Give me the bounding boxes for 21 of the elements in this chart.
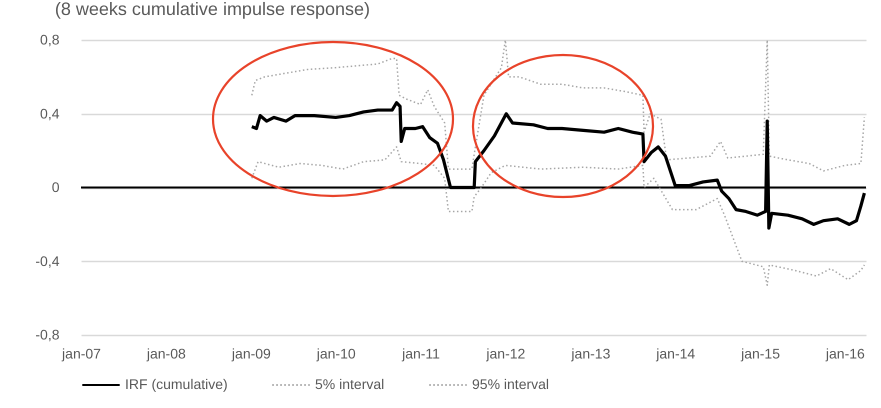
- x-tick-label: jan-12: [485, 346, 526, 362]
- legend-label: 95% interval: [472, 376, 550, 392]
- chart-title: (8 weeks cumulative impulse response): [54, 0, 370, 19]
- y-tick-label: -0,8: [35, 326, 60, 342]
- x-tick-label: jan-14: [655, 346, 696, 362]
- line-series: [251, 39, 866, 172]
- x-tick-label: jan-09: [230, 346, 272, 362]
- y-tick-label: -0,4: [35, 252, 60, 269]
- x-tick-label: jan-11: [401, 346, 440, 362]
- y-tick-label: 0: [52, 179, 60, 195]
- y-tick-label: 0,4: [40, 105, 60, 122]
- x-tick-label: jan-16: [824, 346, 866, 362]
- x-tick-label: jan-07: [61, 346, 102, 362]
- line-series: [251, 146, 866, 286]
- legend-label: IRF (cumulative): [125, 376, 228, 392]
- x-tick-label: jan-15: [740, 346, 780, 362]
- y-tick-label: 0,8: [40, 32, 60, 48]
- legend-label: 5% interval: [315, 376, 384, 392]
- x-tick-label: jan-08: [146, 346, 186, 362]
- x-tick-label: jan-10: [316, 346, 356, 362]
- x-tick-label: jan-13: [570, 346, 611, 362]
